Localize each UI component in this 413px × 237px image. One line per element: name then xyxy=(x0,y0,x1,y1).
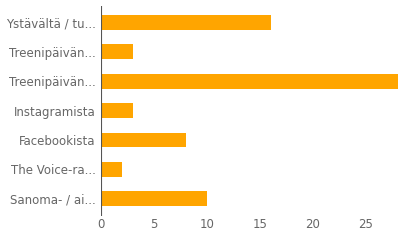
Bar xyxy=(101,15,270,30)
Bar xyxy=(101,74,397,89)
Bar xyxy=(101,162,122,177)
Bar xyxy=(101,133,185,147)
Bar xyxy=(101,45,133,59)
Bar xyxy=(101,103,133,118)
Bar xyxy=(101,191,206,206)
